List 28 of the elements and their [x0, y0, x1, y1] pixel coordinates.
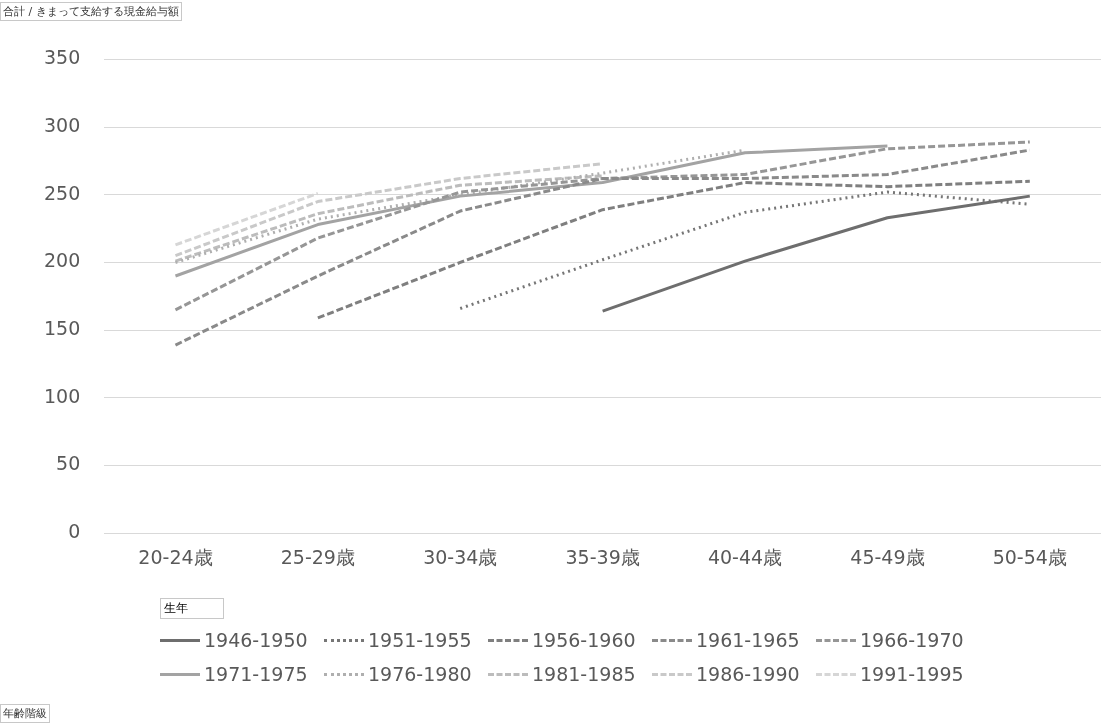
- y-tick-label: 250: [44, 181, 81, 204]
- legend-label: 1986-1990: [696, 663, 800, 685]
- legend-label: 1981-1985: [532, 663, 636, 685]
- x-tick-label: 45-49歳: [850, 545, 925, 568]
- x-tick-label: 50-54歳: [992, 545, 1067, 568]
- legend-label: 1976-1980: [368, 663, 472, 685]
- text: 年齢階級: [0, 704, 50, 723]
- y-tick-label: 200: [44, 249, 81, 272]
- y-tick-label: 300: [44, 114, 81, 137]
- legend-title: 生年: [160, 598, 224, 619]
- legend-label: 1961-1965: [696, 629, 800, 651]
- x-tick-label: 30-34歳: [423, 545, 498, 568]
- y-tick-label: 150: [44, 317, 81, 340]
- legend-label: 1991-1995: [860, 663, 964, 685]
- y-tick-label: 100: [44, 384, 81, 407]
- y-axis-title: 合計 / きまって支給する現金給与額: [0, 2, 182, 21]
- x-tick-label: 35-39歳: [565, 545, 640, 568]
- y-tick-label: 50: [56, 452, 81, 475]
- legend-label: 1971-1975: [204, 663, 308, 685]
- legend-label: 1966-1970: [860, 629, 964, 651]
- legend-label: 1956-1960: [532, 629, 636, 651]
- x-tick-label: 25-29歳: [280, 545, 355, 568]
- x-tick-label: 40-44歳: [707, 545, 783, 568]
- x-tick-label: 20-24歳: [138, 545, 213, 568]
- y-tick-label: 0: [68, 520, 81, 543]
- legend-label: 1946-1950: [204, 629, 308, 651]
- legend-label: 1951-1955: [368, 629, 472, 651]
- y-tick-label: 350: [44, 46, 81, 69]
